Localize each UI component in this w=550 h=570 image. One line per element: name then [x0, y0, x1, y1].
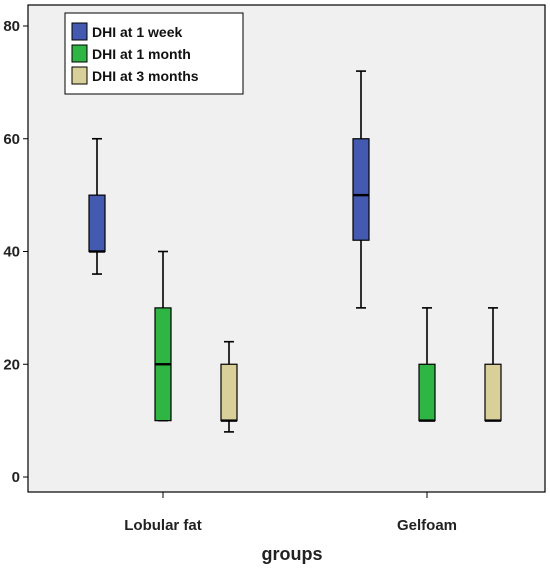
box-iqr [352, 138, 370, 241]
legend-swatch [71, 66, 88, 85]
y-tick-label: 20 [3, 356, 20, 373]
y-tick-label: 60 [3, 131, 20, 148]
legend-box [64, 12, 244, 95]
legend: DHI at 1 week DHI at 1 month DHI at 3 mont… [64, 12, 244, 95]
box-iqr [418, 363, 436, 422]
box-2-1 [154, 250, 172, 422]
box-iqr [484, 363, 502, 422]
x-tick-label: Gelfoam [397, 517, 457, 534]
legend-label: DHI at 3 months [92, 68, 199, 84]
box-iqr [88, 194, 106, 253]
y-tick-label: 80 [3, 18, 20, 35]
boxes [88, 70, 502, 433]
legend-swatch [71, 44, 88, 63]
box-iqr [220, 363, 238, 422]
box-1-1 [88, 137, 106, 275]
x-axis-title: groups [262, 544, 323, 564]
legend-item-2: DHI at 1 month [71, 44, 191, 63]
legend-label: DHI at 1 week [92, 24, 182, 40]
x-axis: Lobular fat Gelfoam [124, 492, 457, 534]
legend-label: DHI at 1 month [92, 46, 191, 62]
legend-swatch [71, 22, 88, 41]
box-1-2 [352, 70, 370, 309]
y-axis: 0 20 40 60 80 [3, 18, 28, 486]
legend-item-3: DHI at 3 months [71, 66, 199, 85]
box-3-2 [484, 307, 502, 422]
x-tick-label: Lobular fat [124, 517, 202, 534]
box-3-1 [220, 340, 238, 433]
y-tick-label: 0 [12, 469, 20, 486]
box-2-2 [418, 307, 436, 422]
y-tick-label: 40 [3, 244, 20, 261]
legend-item-1: DHI at 1 week [71, 22, 182, 41]
